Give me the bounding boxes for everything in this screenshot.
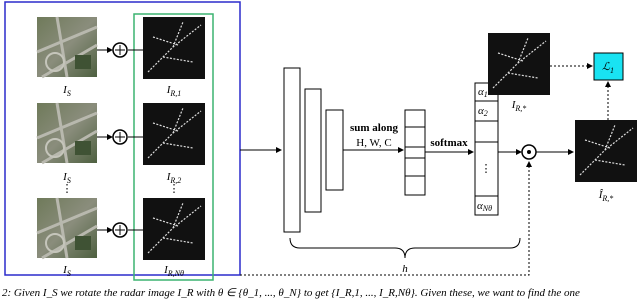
label-base: I xyxy=(511,99,517,111)
alpha: α1 xyxy=(478,86,488,99)
softmax-label: softmax xyxy=(430,137,468,149)
satellite-label: IS xyxy=(62,171,71,185)
vertical-dots: ⋮ xyxy=(169,183,180,195)
prediction-label: ÎR,* xyxy=(598,189,614,203)
dot-op xyxy=(521,144,537,160)
radar-image xyxy=(142,102,206,166)
sum-label: H, W, C xyxy=(356,137,391,149)
label-base: I xyxy=(62,84,68,96)
label-sub: R,* xyxy=(514,104,526,113)
rotation-panel xyxy=(133,13,214,281)
radar-label: IR,Nθ xyxy=(163,264,184,278)
satellite-image xyxy=(35,101,99,165)
radar-image xyxy=(142,16,206,80)
label-base: I xyxy=(62,264,68,276)
sum-vector xyxy=(404,109,426,196)
label-base: I xyxy=(166,171,172,183)
satellite-image xyxy=(35,196,99,260)
satellite-label: IS xyxy=(62,84,71,98)
dotted-arrow xyxy=(240,161,532,276)
label-base: α xyxy=(477,200,483,212)
label-sub: R,Nθ xyxy=(167,269,184,278)
label-base: ℒ xyxy=(602,61,611,73)
satellite-image xyxy=(35,15,99,79)
label-sub: S xyxy=(67,269,71,278)
sum-label: sum along xyxy=(350,122,398,134)
satellite-label: IS xyxy=(62,264,71,278)
label-sub: 2 xyxy=(484,109,488,118)
target-image xyxy=(487,32,551,96)
plus-ops xyxy=(97,42,143,238)
brace-label: h xyxy=(402,263,408,275)
label-sub: 1 xyxy=(484,90,488,99)
alpha: αNθ xyxy=(477,200,492,213)
prediction-image xyxy=(574,119,638,183)
label-sub: R,1 xyxy=(169,89,181,98)
caption: 2: Given I_S we rotate the radar image I… xyxy=(2,287,580,299)
label-sub: R,2 xyxy=(169,176,181,185)
label-sub: S xyxy=(67,176,71,185)
target-label: IR,* xyxy=(511,99,527,113)
label-base: I xyxy=(163,264,169,276)
label-sub: R,* xyxy=(601,194,613,203)
alpha: α2 xyxy=(478,105,488,118)
label-sub: 1 xyxy=(610,66,614,75)
vertical-dots: ⋮ xyxy=(62,183,73,195)
vertical-dots: ⋮ xyxy=(481,163,492,175)
radar-label: IR,1 xyxy=(166,84,182,98)
brace xyxy=(289,237,521,259)
loss-box xyxy=(593,52,624,81)
radar-label: IR,2 xyxy=(166,171,182,185)
cnn-blocks xyxy=(283,67,344,233)
alpha-vector xyxy=(474,82,499,216)
radar-image xyxy=(142,197,206,261)
label-base: I xyxy=(166,84,172,96)
label-base: I xyxy=(62,171,68,183)
label-sub: S xyxy=(67,89,71,98)
loss-label: ℒ1 xyxy=(602,61,614,75)
label-base: α xyxy=(478,86,484,98)
label-base: Î xyxy=(598,189,604,201)
input-panel xyxy=(4,1,241,276)
label-base: α xyxy=(478,105,484,117)
label-sub: Nθ xyxy=(482,204,492,213)
